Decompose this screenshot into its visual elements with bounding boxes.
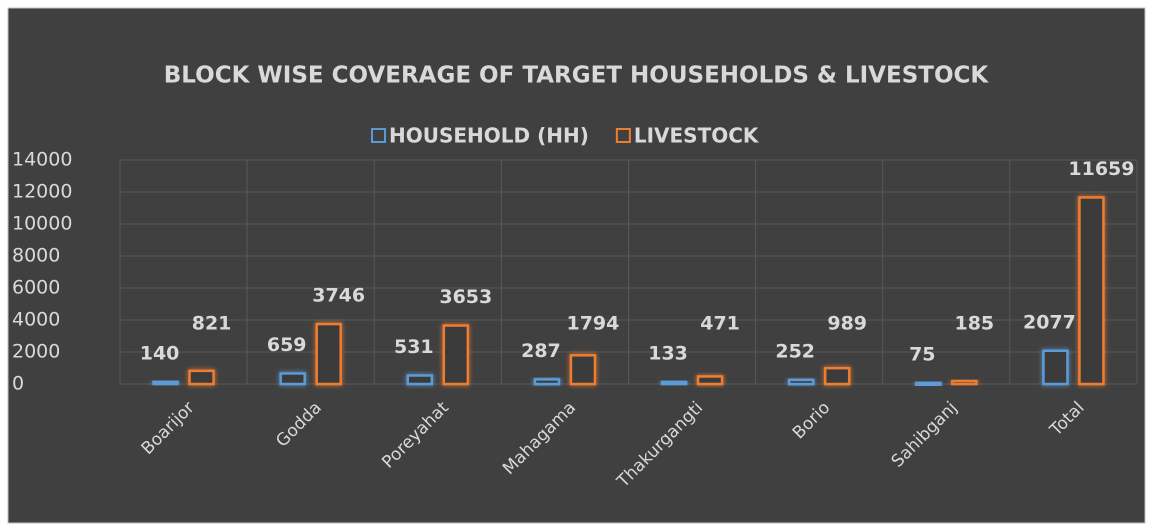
chart-background [7,7,1146,524]
value-label: 3653 [439,286,492,308]
bar [1042,349,1069,386]
bar [406,374,434,386]
legend-swatch [371,128,386,143]
value-label: 1794 [566,313,619,335]
y-tick-label: 14000 [12,149,72,171]
bar [315,322,342,386]
y-tick-label: 12000 [12,181,72,203]
bar [823,366,851,386]
value-label: 2077 [1023,311,1076,333]
y-tick-label: 4000 [12,309,60,331]
value-label: 531 [394,336,434,358]
value-label: 11659 [1068,158,1134,180]
value-label: 471 [700,313,740,335]
value-label: 989 [827,313,867,335]
value-label: 821 [192,313,232,335]
bar [1078,196,1105,386]
bar [951,379,978,386]
legend-swatch [615,128,631,143]
y-tick-label: 8000 [12,245,60,267]
bar [152,380,179,386]
bar [915,381,942,387]
bar [787,378,815,386]
value-label: 252 [775,340,815,362]
y-tick-label: 2000 [12,341,60,363]
y-tick-label: 6000 [12,277,60,299]
legend-label: LIVESTOCK [634,124,760,148]
chart-title: BLOCK WISE COVERAGE OF TARGET HOUSEHOLDS… [164,63,990,89]
legend-label: HOUSEHOLD (HH) [389,124,589,148]
bar [533,378,561,386]
y-tick-label: 0 [12,373,24,395]
bar [569,354,597,386]
bar [660,380,688,386]
value-label: 140 [140,342,180,364]
bar [696,375,724,386]
value-label: 75 [909,343,935,365]
value-label: 3746 [312,285,365,307]
y-tick-label: 10000 [12,213,72,235]
bar [188,369,215,386]
bar [279,372,306,386]
bar [442,324,470,386]
value-label: 659 [267,334,307,356]
value-label: 185 [954,313,994,335]
value-label: 133 [648,342,688,364]
value-label: 287 [521,340,561,362]
